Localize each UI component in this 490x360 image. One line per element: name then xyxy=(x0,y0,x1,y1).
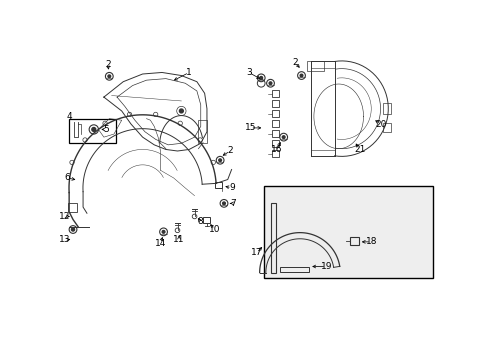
Bar xyxy=(383,122,391,132)
Text: 8: 8 xyxy=(198,217,204,226)
Text: 15: 15 xyxy=(245,123,256,132)
Text: 3: 3 xyxy=(246,68,252,77)
Text: 14: 14 xyxy=(155,239,166,248)
Bar xyxy=(272,100,279,107)
Bar xyxy=(270,203,276,273)
Circle shape xyxy=(108,75,111,78)
Circle shape xyxy=(222,202,225,205)
Bar xyxy=(197,120,207,143)
Bar xyxy=(272,120,279,127)
Circle shape xyxy=(300,74,303,77)
Text: 2: 2 xyxy=(227,147,233,156)
Text: 19: 19 xyxy=(320,262,332,271)
Circle shape xyxy=(282,136,285,139)
Circle shape xyxy=(162,230,165,233)
Text: 17: 17 xyxy=(251,248,262,257)
Bar xyxy=(68,203,77,212)
Bar xyxy=(272,130,279,137)
Bar xyxy=(69,119,116,143)
Circle shape xyxy=(72,228,74,231)
Bar xyxy=(272,110,279,117)
Text: 11: 11 xyxy=(173,235,185,244)
Bar xyxy=(272,90,279,97)
Bar xyxy=(280,266,309,272)
Bar xyxy=(203,217,210,222)
Bar xyxy=(264,186,433,278)
Text: 2: 2 xyxy=(293,58,298,67)
Bar xyxy=(383,103,391,114)
Circle shape xyxy=(269,82,272,85)
Text: 1: 1 xyxy=(186,68,192,77)
Text: 5: 5 xyxy=(103,125,109,134)
Text: 13: 13 xyxy=(59,235,71,244)
Bar xyxy=(349,237,359,245)
Text: 7: 7 xyxy=(230,199,236,208)
Text: 21: 21 xyxy=(354,145,366,154)
Bar xyxy=(307,62,324,71)
Text: 12: 12 xyxy=(59,212,71,221)
Circle shape xyxy=(179,109,183,113)
Text: 4: 4 xyxy=(66,112,72,121)
Bar xyxy=(272,140,279,147)
Bar xyxy=(272,150,279,157)
Text: 9: 9 xyxy=(229,184,235,193)
Text: 6: 6 xyxy=(65,174,71,183)
Circle shape xyxy=(219,159,221,162)
Text: 16: 16 xyxy=(271,145,282,154)
Bar xyxy=(215,182,222,188)
Circle shape xyxy=(260,77,263,79)
Text: 10: 10 xyxy=(209,225,221,234)
Text: 18: 18 xyxy=(366,237,377,246)
Circle shape xyxy=(92,127,96,131)
Text: 20: 20 xyxy=(375,120,386,129)
Text: 2: 2 xyxy=(105,60,111,69)
